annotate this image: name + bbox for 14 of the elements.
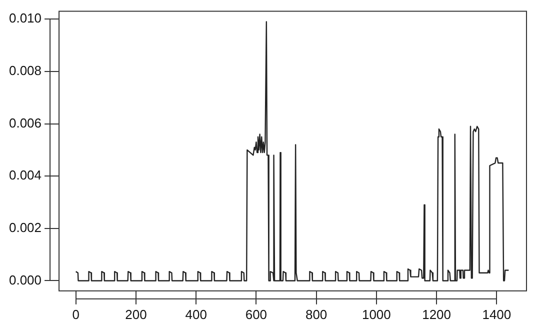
x-tick-label: 1000 [362, 306, 391, 322]
x-tick-label: 1200 [422, 306, 452, 322]
x-tick-label: 200 [125, 306, 147, 322]
y-tick-label: 0.002 [8, 220, 42, 235]
y-tick-label: 0.004 [8, 168, 42, 183]
y-tick-label: 0.006 [8, 115, 42, 130]
x-tick-label: 800 [305, 306, 328, 322]
x-tick-label: 1400 [482, 306, 512, 322]
x-tick-label: 400 [185, 306, 207, 322]
x-tick-label: 600 [245, 306, 268, 322]
y-tick-label: 0.008 [8, 63, 42, 78]
y-tick-label: 0.000 [8, 272, 42, 288]
x-tick-label: 0 [72, 306, 80, 322]
y-tick-label: 0.010 [8, 10, 42, 26]
